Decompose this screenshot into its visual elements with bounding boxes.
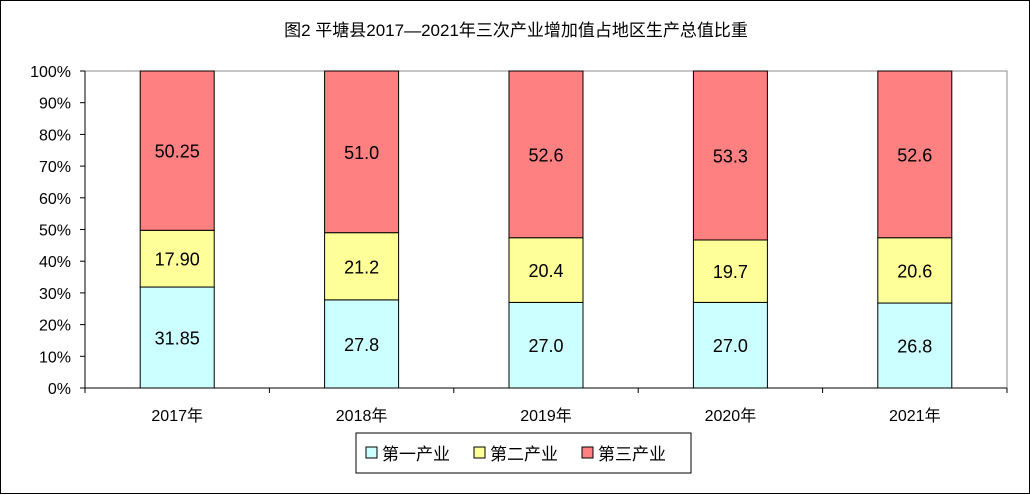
y-tick-label: 10% xyxy=(39,349,71,366)
y-tick-label: 0% xyxy=(48,381,71,398)
data-label: 53.3 xyxy=(713,146,748,166)
bar-segment xyxy=(877,70,953,239)
data-label: 27.0 xyxy=(528,336,563,356)
data-label: 50.25 xyxy=(155,142,200,162)
legend-swatch xyxy=(473,446,486,459)
y-tick-label: 60% xyxy=(39,191,71,208)
plot-area: 0% 10% 20% 30% 40% 50% 60% 70% 80% 90% 100% 31.85 17… xyxy=(30,64,1008,425)
data-label: 21.2 xyxy=(344,257,379,277)
bar-segment xyxy=(877,302,953,389)
data-label: 17.90 xyxy=(155,250,200,270)
data-label: 27.0 xyxy=(713,336,748,356)
bar-segment xyxy=(508,301,584,389)
data-label: 27.8 xyxy=(344,335,379,355)
y-tick-label: 80% xyxy=(39,127,71,144)
data-label: 52.6 xyxy=(897,145,932,165)
bar-segment xyxy=(139,70,215,231)
y-tick-label: 40% xyxy=(39,254,71,271)
y-tick-label: 70% xyxy=(39,159,71,176)
bar-segment xyxy=(508,237,584,303)
y-tick-label: 90% xyxy=(39,96,71,113)
data-label: 51.0 xyxy=(344,143,379,163)
x-tick-label: 2020年 xyxy=(705,407,757,425)
y-tick-label: 50% xyxy=(39,223,71,240)
data-label: 52.6 xyxy=(528,145,563,165)
bar-segment xyxy=(508,70,584,239)
chart-title: 图2 平塘县2017—2021年三次产业增加值占地区生产总值比重 xyxy=(284,21,748,40)
legend-label: 第一产业 xyxy=(382,445,450,464)
bar-segment xyxy=(324,70,400,234)
data-label: 31.85 xyxy=(155,329,200,349)
legend-swatch xyxy=(581,446,594,459)
x-tick-label: 2021年 xyxy=(889,407,941,425)
legend: 第一产业 第二产业 第三产业 xyxy=(355,432,692,474)
legend-box xyxy=(355,432,692,474)
legend-label: 第三产业 xyxy=(598,445,666,464)
bar-segment xyxy=(139,229,215,288)
data-label: 20.6 xyxy=(897,261,932,281)
legend-swatch xyxy=(365,446,378,459)
bar-segment xyxy=(692,301,768,389)
bar-segment xyxy=(692,239,768,303)
data-label: 20.4 xyxy=(528,261,563,281)
x-tick-label: 2017年 xyxy=(151,407,203,425)
data-label: 19.7 xyxy=(713,262,748,282)
bar-segment xyxy=(692,70,768,241)
legend-label: 第二产业 xyxy=(490,445,558,464)
bar-segment xyxy=(324,299,400,389)
bar-segment xyxy=(139,286,215,389)
y-tick-label: 100% xyxy=(30,64,71,81)
data-label: 26.8 xyxy=(897,337,932,357)
bar-segment xyxy=(324,232,400,301)
y-tick-label: 30% xyxy=(39,286,71,303)
x-tick-label: 2018年 xyxy=(336,407,388,425)
y-tick-label: 20% xyxy=(39,318,71,335)
x-tick-label: 2019年 xyxy=(520,407,572,425)
